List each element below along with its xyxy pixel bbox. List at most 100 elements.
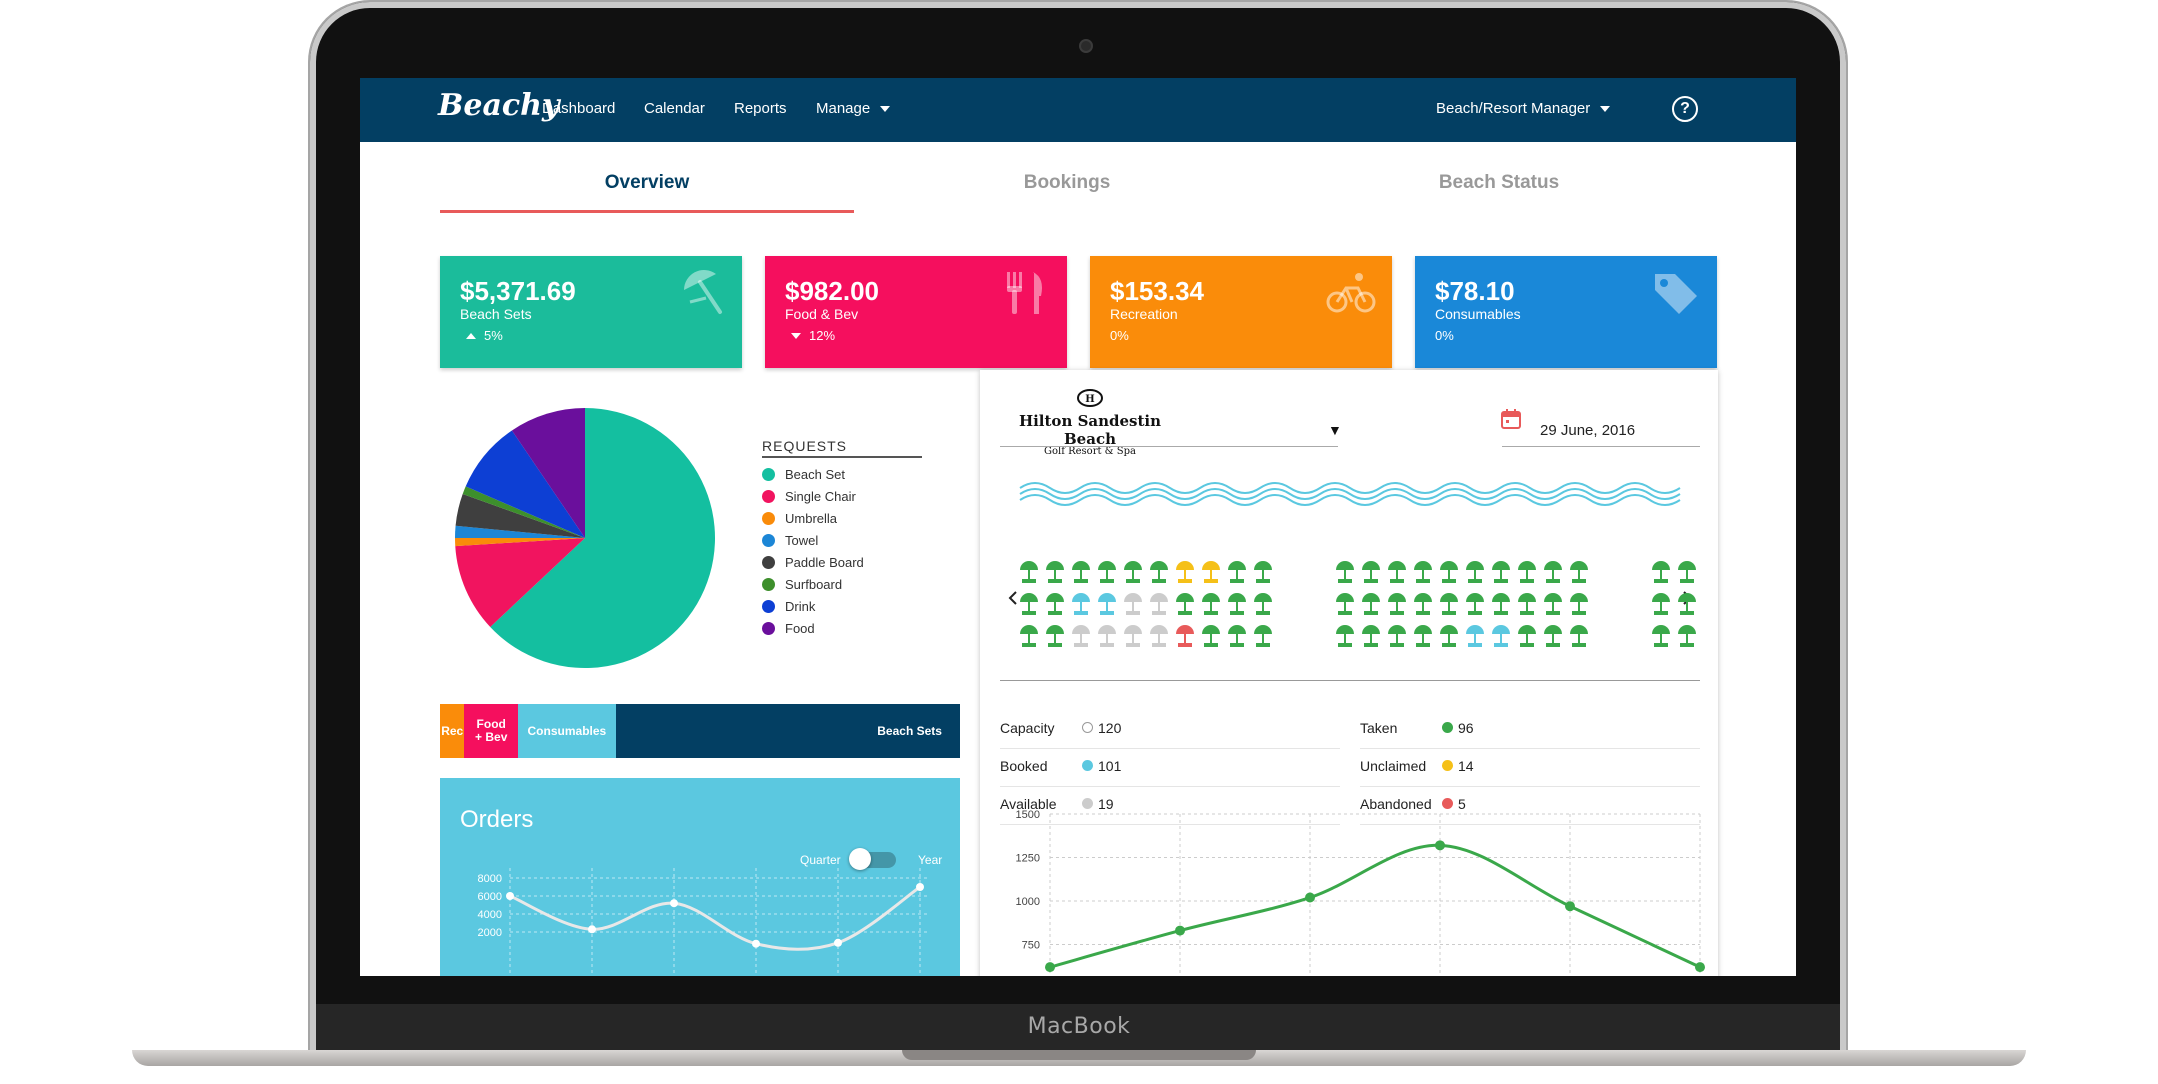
beach-umbrella-icon <box>1072 625 1090 647</box>
stat-card-recreation[interactable]: $153.34 Recreation 0% <box>1090 256 1392 368</box>
resort-logo[interactable]: H Hilton Sandestin Beach Golf Resort & S… <box>1000 388 1180 457</box>
screen-bezel <box>316 1004 1840 1050</box>
stat-row-capacity: Capacity 120 <box>1000 710 1340 749</box>
beach-umbrella-icon <box>1388 625 1406 647</box>
beach-umbrella-icon <box>1020 625 1038 647</box>
trend-down-icon <box>791 333 801 339</box>
legend-label: Beach Set <box>785 467 845 482</box>
wave-line <box>1019 494 1681 506</box>
stat-dot <box>1082 760 1093 771</box>
legend-label: Food <box>785 621 815 636</box>
beach-umbrella-icon <box>1518 593 1536 615</box>
help-icon[interactable]: ? <box>1672 96 1698 122</box>
y-tick-label: 8000 <box>478 873 502 885</box>
legend-label: Surfboard <box>785 577 843 592</box>
role-selector[interactable]: Beach/Resort Manager <box>1436 100 1611 117</box>
stat-row-booked: Booked 101 <box>1000 748 1340 787</box>
y-tick-label: 4000 <box>478 909 502 921</box>
beach-umbrella-icon <box>1544 561 1562 583</box>
beach-umbrella-icon <box>1518 625 1536 647</box>
stat-card-food-bev[interactable]: $982.00 Food & Bev 12% <box>765 256 1067 368</box>
orders-data-point <box>506 892 514 900</box>
beach-umbrella-icon <box>1098 625 1116 647</box>
nav-dashboard[interactable]: Dashboard <box>542 100 616 117</box>
orders-data-point <box>916 883 924 891</box>
beach-umbrella-icon <box>1492 593 1510 615</box>
legend-dot <box>762 600 775 613</box>
orders-panel: Orders Quarter Year 8000 6000 4000 2000 <box>440 778 960 976</box>
map-divider <box>1000 680 1700 681</box>
app-logo[interactable]: Beachy <box>438 88 560 123</box>
stat-value: 120 <box>1098 720 1122 736</box>
trend-data-point <box>1175 925 1185 936</box>
beach-umbrella-icon <box>1492 561 1510 583</box>
chevron-down-icon <box>1600 106 1611 113</box>
stat-card-consumables[interactable]: $78.10 Consumables 0% <box>1415 256 1717 368</box>
pie-slice-towel <box>455 525 585 538</box>
legend-label: Paddle Board <box>785 555 864 570</box>
beach-umbrella-icon <box>1046 625 1064 647</box>
beach-umbrella-icon <box>1414 593 1432 615</box>
beach-umbrella-icon <box>1678 593 1696 615</box>
date-underline <box>1502 446 1700 447</box>
beach-umbrella-icon <box>1362 625 1380 647</box>
pie-slice-drink <box>465 430 585 538</box>
stat-label: Capacity <box>1000 720 1055 736</box>
app-screen: Beachy Dashboard Calendar Reports Manage… <box>360 78 1796 976</box>
card-label: Food & Bev <box>785 306 859 322</box>
active-tab-indicator <box>440 210 854 213</box>
quarter-year-toggle[interactable] <box>849 848 896 870</box>
nav-manage[interactable]: Manage <box>816 100 891 117</box>
beach-umbrella-icon <box>1020 561 1038 583</box>
beach-umbrella-icon <box>1020 593 1038 615</box>
beach-umbrella-icon <box>1124 593 1142 615</box>
orders-data-point <box>670 899 678 908</box>
umbrella-icon <box>684 270 722 314</box>
tab-overview[interactable]: Overview <box>604 172 690 193</box>
date-field[interactable]: 29 June, 2016 <box>1540 422 1636 439</box>
beach-umbrella-icon <box>1098 561 1116 583</box>
wave-line <box>1019 488 1681 500</box>
stat-dot <box>1442 722 1453 733</box>
legend-dot <box>762 512 775 525</box>
trend-up-icon <box>466 333 476 339</box>
nav-calendar[interactable]: Calendar <box>644 100 705 117</box>
calendar-icon[interactable] <box>1500 408 1522 430</box>
card-change-value: 12% <box>809 328 836 343</box>
legend-item: Paddle Board <box>762 552 922 574</box>
tab-beach-status[interactable]: Beach Status <box>1438 172 1560 193</box>
laptop-brand-label: MacBook <box>1027 1014 1131 1039</box>
tab-bookings[interactable]: Bookings <box>1023 172 1111 193</box>
hilton-logo-icon: H <box>1077 389 1103 407</box>
cutlery-icon <box>1007 272 1042 314</box>
toggle-label-quarter: Quarter <box>800 853 841 867</box>
nav-reports[interactable]: Reports <box>734 100 787 117</box>
pie-slice-food <box>511 408 585 538</box>
beach-umbrella-icon <box>1254 561 1272 583</box>
pie-slice-paddle-board <box>455 493 585 538</box>
pie-slice-umbrella <box>455 538 585 547</box>
toggle-knob[interactable] <box>849 848 871 870</box>
stat-row-unclaimed: Unclaimed 14 <box>1360 748 1700 787</box>
beach-umbrella-icon <box>1570 561 1588 583</box>
beach-umbrella-icon <box>1098 593 1116 615</box>
orders-series-line <box>509 885 921 951</box>
legend-item: Towel <box>762 530 922 552</box>
trend-data-point <box>1305 892 1315 903</box>
y-tick-label: 1250 <box>1016 853 1040 865</box>
stat-dot <box>1442 760 1453 771</box>
legend-item: Drink <box>762 596 922 618</box>
card-amount: $982.00 <box>785 276 879 306</box>
beach-umbrella-icon <box>1150 593 1168 615</box>
revenue-segment-rec: Rec <box>440 704 465 758</box>
beach-umbrella-icon <box>1150 561 1168 583</box>
legend-item: Surfboard <box>762 574 922 596</box>
y-tick-label: 6000 <box>478 891 502 903</box>
beach-umbrella-icon <box>1570 593 1588 615</box>
orders-line-chart: 8000 6000 4000 2000 <box>478 868 930 976</box>
beach-umbrella-icon <box>1202 561 1220 583</box>
revenue-segment-food-bev: Food + Bev <box>464 704 518 758</box>
stat-card-beach-sets[interactable]: $5,371.69 Beach Sets 5% <box>440 256 742 368</box>
resort-dropdown-caret[interactable]: ▼ <box>1328 422 1342 438</box>
legend-dot <box>762 490 775 503</box>
